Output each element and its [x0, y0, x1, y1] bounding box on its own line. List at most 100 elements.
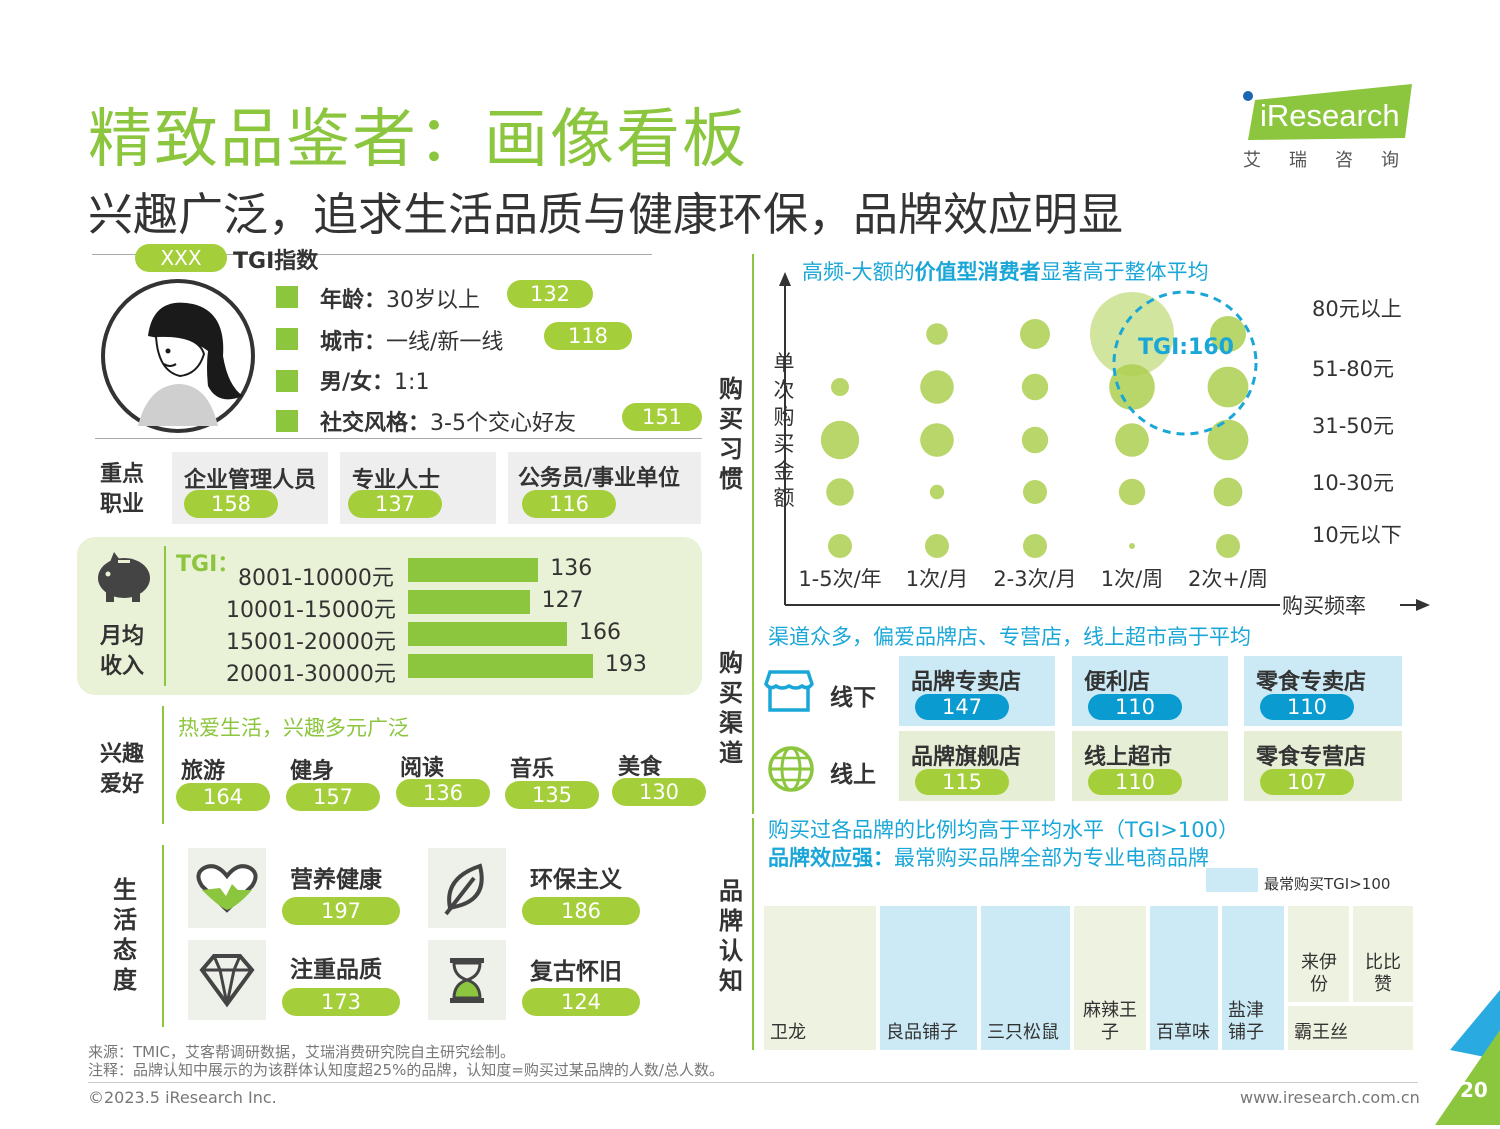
profile-gender: 男/女：1:1 — [320, 370, 430, 395]
x-tick-label: 1-5次/年 — [798, 567, 881, 591]
hobby-name: 健身 — [290, 759, 335, 784]
bubble — [1129, 543, 1135, 549]
bubble — [1020, 319, 1050, 349]
hobby-name: 美食 — [618, 755, 663, 780]
tgi-badge: 116 — [522, 490, 616, 518]
bubble — [1023, 480, 1047, 504]
income-range: 20001-30000元 — [226, 662, 396, 687]
occupation-label: 重点 职业 — [99, 462, 144, 517]
offline-label: 线下 — [830, 685, 876, 711]
brand-tile: 麻辣王子 — [1074, 906, 1146, 1050]
brand-tile: 霸王丝 — [1288, 1006, 1413, 1050]
channel-card-offline: 零食专卖店 110 — [1244, 656, 1402, 726]
y-tick-label: 31-50元 — [1312, 414, 1394, 438]
legend-label: 最常购买TGI>100 — [1264, 875, 1391, 893]
bubble — [1109, 364, 1155, 410]
hobby-headline: 热爱生活，兴趣多元广泛 — [178, 716, 409, 740]
income-bar — [408, 622, 568, 646]
income-label: 月均 收入 — [99, 624, 144, 679]
channel-card-offline: 便利店 110 — [1072, 656, 1228, 726]
bubble — [1023, 534, 1047, 558]
y-tick-label: 10-30元 — [1312, 471, 1394, 495]
source-note: 来源：TMIC，艾客帮调研数据，艾瑞消费研究院自主研究绘制。 — [88, 1043, 516, 1061]
bubble — [1090, 292, 1174, 376]
attitude-name: 环保主义 — [530, 867, 622, 893]
tgi-badge: 173 — [282, 988, 400, 1016]
brand-awareness-label: 品牌认知 — [719, 877, 743, 995]
iresearch-logo: iResearch — [1240, 78, 1420, 168]
y-tick-label: 80元以上 — [1312, 297, 1402, 321]
income-bar — [408, 590, 530, 614]
income-bar — [408, 654, 593, 678]
diamond-icon — [188, 940, 266, 1020]
bubble — [925, 534, 949, 558]
tgi-badge: 110 — [1088, 769, 1182, 795]
profile-age: 年龄：30岁以上 — [320, 288, 481, 313]
tgi-badge: 110 — [1260, 694, 1354, 720]
tgi-badge-city: 118 — [544, 322, 632, 350]
bullet-square — [276, 328, 298, 350]
x-tick-label: 1次/周 — [1101, 567, 1163, 591]
bubble — [831, 378, 849, 396]
brand-headline: 购买过各品牌的比例均高于平均水平（TGI>100） — [768, 818, 1239, 842]
income-panel — [77, 537, 702, 695]
bullet-square — [276, 410, 298, 432]
tgi-badge: 186 — [522, 897, 640, 925]
bubble — [820, 420, 860, 460]
hourglass-icon — [428, 940, 506, 1020]
online-label: 线上 — [830, 762, 876, 788]
income-bar-value: 193 — [604, 652, 647, 677]
tgi-badge: 158 — [184, 490, 278, 518]
page-number: 20 — [1460, 1078, 1488, 1102]
attitude-name: 营养健康 — [290, 867, 382, 893]
profile-city: 城市：一线/新一线 — [320, 330, 504, 355]
brand-tile: 三只松鼠 — [981, 906, 1070, 1050]
bubble — [826, 478, 854, 506]
bubble — [1207, 419, 1249, 461]
tgi-badge: 124 — [522, 988, 640, 1016]
bubble — [1118, 478, 1146, 506]
bubble — [1216, 534, 1240, 558]
hobby-name: 旅游 — [181, 759, 226, 784]
income-bar-value: 166 — [579, 620, 622, 645]
purchase-channel-label: 购买渠道 — [719, 649, 743, 767]
tgi-badge: 147 — [915, 694, 1009, 720]
income-tgi-label: TGI： — [176, 552, 240, 577]
bubble — [926, 323, 948, 345]
x-tick-label: 1次/月 — [906, 567, 968, 591]
profile-divider — [92, 254, 652, 255]
bubble — [929, 484, 945, 500]
y-tick-label: 10元以下 — [1312, 523, 1402, 547]
tgi-badge: 115 — [915, 769, 1009, 795]
bubble — [920, 423, 954, 457]
income-range: 8001-10000元 — [238, 566, 394, 591]
bullet-square — [276, 286, 298, 308]
attitude-label: 生活态度 — [113, 876, 137, 994]
bullet-square — [276, 370, 298, 392]
occupation-card: 专业人士 137 — [340, 452, 496, 524]
page-title: 精致品鉴者：画像看板 — [88, 103, 748, 177]
bubble — [1213, 477, 1243, 507]
tgi-badge: 135 — [505, 781, 599, 809]
bubble — [920, 370, 954, 404]
tgi-badge: 130 — [612, 778, 706, 806]
profile-social: 社交风格：3-5个交心好友 — [320, 411, 576, 436]
brand-tile: 来伊份 — [1288, 906, 1349, 1002]
footer-divider — [88, 1082, 1418, 1083]
hobby-name: 音乐 — [510, 757, 555, 782]
hobby-name: 阅读 — [400, 756, 445, 781]
x-tick-label: 2-3次/月 — [993, 567, 1076, 591]
x-axis-label: 购买频率 — [1282, 594, 1366, 618]
tgi-badge-age: 132 — [507, 280, 593, 308]
income-bar-value: 127 — [541, 588, 584, 613]
corner-decoration — [1430, 990, 1500, 1125]
channel-card-online: 零食专营店 107 — [1244, 731, 1402, 801]
piggy-bank-icon — [92, 548, 156, 606]
channel-card-online: 品牌旗舰店 115 — [899, 731, 1055, 801]
brand-tile: 比比赞 — [1353, 906, 1413, 1002]
hobby-divider — [162, 706, 164, 824]
income-bar-value: 136 — [550, 556, 593, 581]
attitude-name: 注重品质 — [290, 957, 382, 983]
heart-pulse-icon — [188, 848, 266, 928]
tgi-badge: 197 — [282, 897, 400, 925]
